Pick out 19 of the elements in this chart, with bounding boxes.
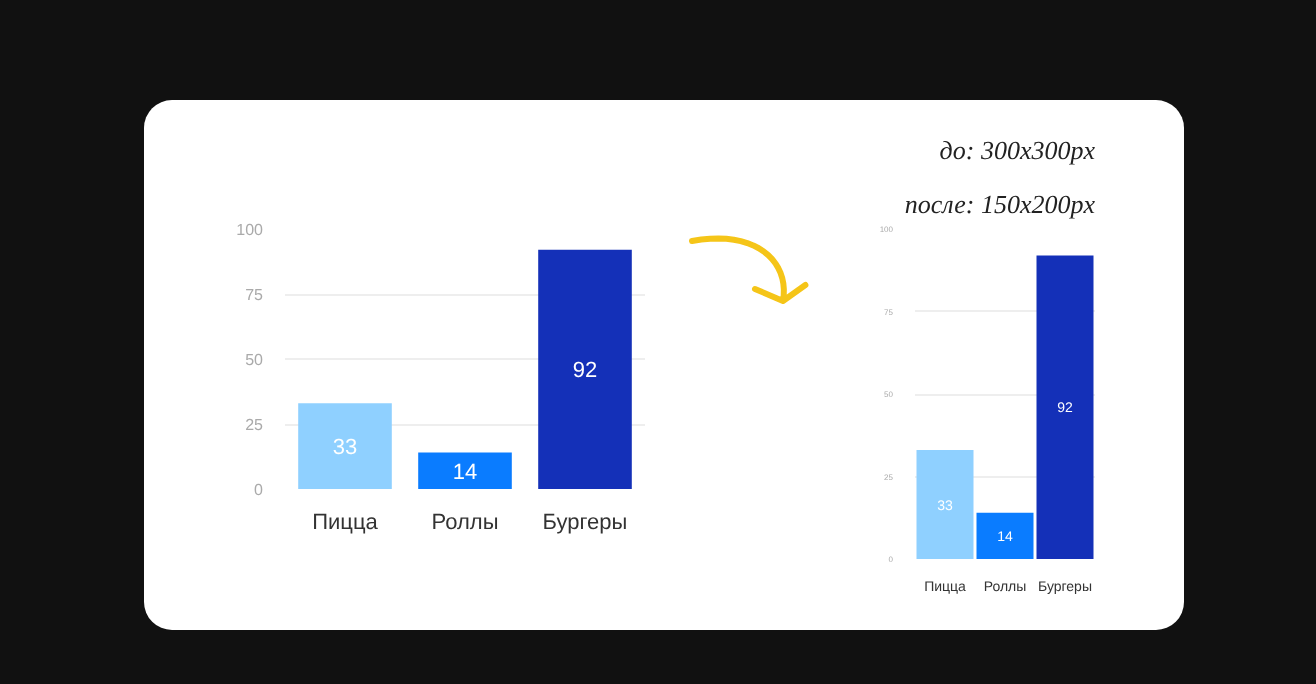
data-label: 33	[332, 436, 358, 461]
bar	[976, 512, 1034, 559]
data-label: 92	[572, 359, 598, 384]
bar	[1036, 255, 1094, 559]
y-tick-label: 50	[245, 351, 265, 369]
x-tick-label: Роллы	[431, 511, 499, 535]
text: после: 150x200px	[904, 189, 1096, 219]
y-tick-label: 0	[254, 481, 265, 499]
text: до: 300x300px	[939, 135, 1096, 165]
data-label: 14	[452, 460, 478, 485]
bar	[418, 452, 512, 489]
bar	[538, 249, 632, 489]
bar	[298, 403, 392, 489]
y-tick-label: 100	[236, 221, 265, 239]
x-tick-label: Бургеры	[542, 511, 628, 535]
x-tick-label: Пицца	[312, 511, 380, 535]
y-tick-label: 75	[245, 286, 265, 304]
y-tick-label: 25	[245, 416, 265, 434]
bar	[916, 450, 974, 559]
